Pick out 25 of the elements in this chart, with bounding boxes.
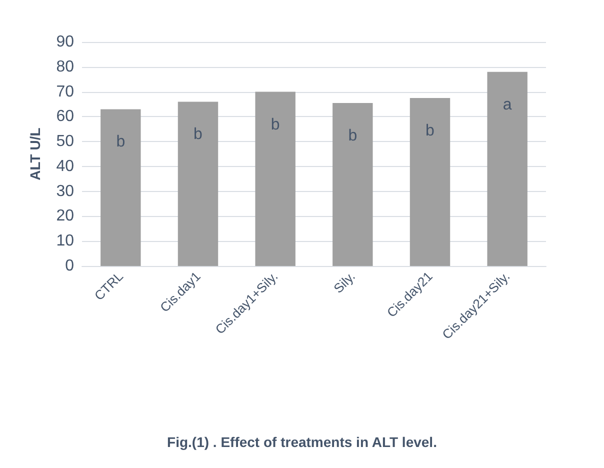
- data-label: b: [270, 116, 280, 134]
- y-tick-label: 40: [56, 158, 74, 175]
- y-axis-title: ALT U/L: [27, 127, 43, 180]
- bar: [487, 72, 528, 266]
- data-label: b: [348, 127, 358, 144]
- y-tick-label: 20: [56, 208, 74, 225]
- bar: [255, 92, 296, 266]
- data-label: b: [116, 134, 126, 151]
- y-tick-label: 70: [56, 83, 74, 100]
- y-tick-label: 90: [56, 34, 74, 50]
- text: Fig.(1) . Effect of treatments in ALT level.: [167, 434, 437, 450]
- x-tick-label: Sily.: [330, 268, 358, 296]
- bar: [178, 102, 218, 266]
- bar: [332, 102, 373, 266]
- y-tick-label: 0: [65, 258, 74, 274]
- y-tick-label: 30: [56, 182, 74, 200]
- data-label: b: [426, 122, 435, 140]
- data-label: b: [194, 126, 203, 144]
- y-tick-label: 50: [56, 133, 74, 150]
- y-tick-label: 10: [56, 232, 74, 250]
- y-tick-label: 80: [56, 58, 74, 76]
- data-label: a: [502, 96, 512, 114]
- bar: [100, 109, 141, 266]
- y-tick-label: 60: [56, 108, 74, 126]
- bar: [410, 98, 450, 266]
